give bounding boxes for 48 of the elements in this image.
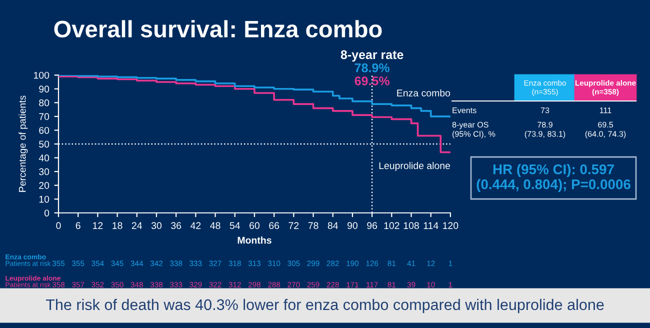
x-tick-label: 42 [190, 222, 201, 229]
text: Events [452, 108, 476, 114]
x-tick-label: 12 [93, 222, 103, 229]
chart-title: Overall survival: Enza combo [54, 20, 382, 38]
text: 78.9 (73.9, 83.1) [524, 122, 566, 138]
y-tick-label: 40 [38, 154, 50, 162]
x-tick-label: 96 [367, 222, 378, 230]
y-tick-label: 30 [39, 168, 50, 176]
text: 78.9% [354, 63, 390, 72]
text: 8-year OS (95% CI), % [452, 122, 496, 138]
x-tick-label: 24 [132, 222, 142, 229]
x-tick-label: 66 [269, 222, 280, 230]
x-tick-label: 6 [76, 222, 80, 230]
x-tick-label: 108 [404, 222, 419, 230]
x-tick-label: 48 [210, 222, 220, 230]
y-tick-label: 70 [39, 113, 50, 120]
x-tick-label: 54 [230, 222, 240, 230]
series-label: Leuprolide alone [379, 162, 450, 172]
y-tick-label: 90 [39, 86, 50, 93]
x-tick-label: 18 [112, 222, 122, 230]
text: 73 [540, 107, 550, 114]
y-tick-label: 10 [39, 196, 50, 203]
x-tick-label: 120 [443, 222, 458, 230]
x-tick-label: 78 [308, 222, 318, 230]
x-tick-label: 84 [328, 222, 338, 230]
text: 69.5 (64.0, 74.3) [585, 122, 626, 138]
x-tick-label: 114 [424, 222, 438, 229]
annotation: 69.5% [354, 76, 390, 86]
text: 111 [600, 108, 612, 114]
y-tick-label: 0 [44, 210, 50, 216]
x-tick-label: 90 [348, 222, 358, 230]
x-axis-title: Months [238, 236, 272, 244]
y-axis-title: Percentage of patients [18, 96, 28, 192]
y-tick-label: 80 [39, 99, 50, 106]
text: 8-year rate [340, 50, 404, 62]
y-tick-label: 50 [39, 140, 50, 148]
series-label: Enza combo [397, 89, 450, 96]
x-tick-label: 30 [151, 222, 162, 230]
x-tick-label: 60 [250, 222, 260, 230]
x-tick-label: 102 [384, 222, 400, 230]
text: HR (95% CI): 0.597 (0.444, 0.804); P=0.0006 [476, 164, 630, 192]
y-tick-label: 60 [39, 126, 50, 134]
text: The risk of death was 40.3% lower for enza combo compared with leuprolide alone [46, 298, 604, 314]
x-tick-label: 0 [56, 222, 61, 230]
x-tick-label: 36 [171, 222, 182, 230]
y-tick-label: 100 [34, 72, 50, 79]
x-tick-label: 72 [288, 222, 299, 229]
y-tick-label: 20 [39, 182, 50, 189]
